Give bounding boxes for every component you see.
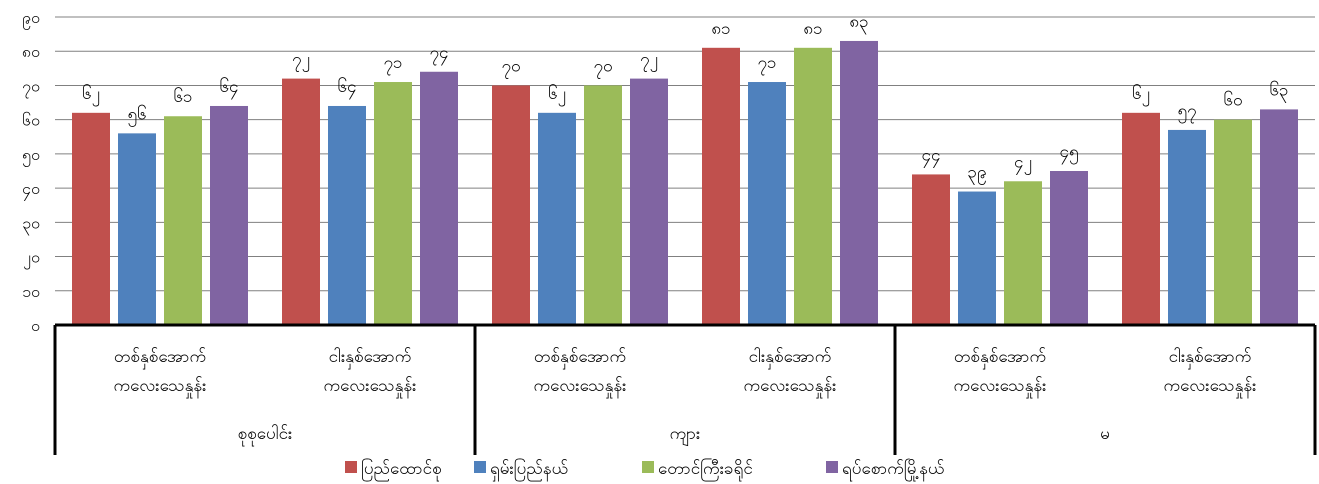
- category-label-line2: ကလေးသေနှုန်း: [743, 376, 836, 399]
- bar: [1050, 171, 1088, 325]
- y-axis: ၀ ၁၀ ၂၀ ၃၀ ၄၀ ၅၀ ၆၀ ၇၀ ၈၀ ၉၀: [22, 8, 40, 335]
- bar: [1168, 129, 1206, 325]
- y-tick-label: ၀: [31, 316, 40, 335]
- bar: [794, 47, 832, 326]
- bar: [328, 105, 366, 325]
- category-label-line1: ငါးနှစ်အောက်: [329, 346, 412, 370]
- data-label: ၅၇: [1177, 101, 1196, 124]
- y-tick-label: ၂၀: [23, 248, 40, 270]
- legend-label: တောင်ကြီးခရိုင်: [658, 457, 753, 482]
- category-label-line1: တစ်နှစ်အောက်: [534, 347, 626, 370]
- category-label-line1: တစ်နှစ်အောက်: [954, 347, 1046, 370]
- legend: ပြည်ထောင်စု ရှမ်းပြည်နယ် တောင်ကြီးခရိုင် ရပ…: [345, 457, 944, 482]
- category-label-line1: ငါးနှစ်အောက်: [749, 346, 832, 370]
- gridlines: [55, 16, 1315, 292]
- bar: [702, 47, 740, 326]
- bar: [282, 78, 320, 325]
- data-label: ၈၁: [711, 19, 730, 39]
- data-label: ၈၁: [803, 19, 822, 39]
- bar: [374, 82, 412, 326]
- bar: [584, 85, 622, 325]
- category-label-line1: တစ်နှစ်အောက်: [114, 347, 206, 370]
- data-label: ၇၁: [383, 53, 402, 76]
- bar: [210, 105, 248, 325]
- legend-swatch: [474, 461, 486, 473]
- group-label: စုစုပေါင်း: [238, 423, 293, 447]
- category-label-line1: ငါးနှစ်အောက်: [1169, 346, 1252, 370]
- data-label: ၇၀: [501, 56, 520, 79]
- legend-swatch: [345, 461, 357, 473]
- bar: [492, 85, 530, 325]
- bar: [164, 116, 202, 325]
- y-tick-label: ၈၀: [22, 42, 40, 61]
- data-label: ၆၂: [1132, 83, 1150, 107]
- x-axis: တစ်နှစ်အောက်ကလေးသေနှုန်း ငါးနှစ်အောက်ကလေး…: [53, 323, 1317, 455]
- category-label-line2: ကလေးသေနှုန်း: [323, 376, 416, 399]
- data-label: ၇၁: [757, 53, 776, 76]
- data-label: ၄၄: [921, 145, 940, 168]
- bar: [630, 78, 668, 325]
- category-label-line2: ကလေးသေနှုန်း: [533, 376, 626, 399]
- data-label: ၆၁: [173, 86, 192, 107]
- bar: [1122, 112, 1160, 325]
- data-label: ၄၅: [1059, 142, 1078, 165]
- group-label: ကျား: [670, 424, 701, 447]
- data-label: ၆၄: [337, 76, 356, 100]
- bar: [958, 191, 996, 325]
- category-label-line2: ကလေးသေနှုန်း: [113, 376, 206, 399]
- legend-label: ပြည်ထောင်စု: [361, 457, 442, 482]
- y-tick-label: ၁၀: [22, 282, 40, 301]
- y-tick-label: ၉၀: [22, 8, 40, 30]
- y-tick-label: ၇၀: [22, 76, 40, 98]
- group-label: မ: [1100, 424, 1110, 444]
- legend-swatch: [642, 461, 654, 473]
- data-label: ၆၃: [1269, 79, 1288, 103]
- data-label: ၆၂: [82, 83, 100, 107]
- data-label: ၆၀: [1223, 90, 1242, 111]
- bars: [72, 40, 1298, 326]
- data-label: ၇၀: [593, 56, 612, 79]
- data-label: ၆၄: [219, 76, 238, 100]
- bar: [538, 112, 576, 325]
- bar: [72, 112, 110, 325]
- category-label-line2: ကလေးသေနှုန်း: [1163, 376, 1256, 399]
- legend-swatch: [826, 461, 838, 473]
- y-tick-label: ၆၀: [22, 111, 40, 130]
- bar: [1214, 119, 1252, 326]
- data-label: ၆၂: [548, 83, 566, 107]
- y-tick-label: ၄၀: [22, 179, 40, 201]
- bar: [1260, 109, 1298, 326]
- data-label: ၈၃: [849, 12, 868, 35]
- data-label: ၇၂: [292, 50, 310, 73]
- bar: [118, 133, 156, 325]
- data-label: ၅၆: [127, 103, 146, 127]
- y-tick-label: ၃၀: [22, 213, 40, 235]
- bar: [912, 174, 950, 325]
- data-label: ၃၉: [967, 163, 986, 186]
- category-label-line2: ကလေးသေနှုန်း: [953, 376, 1046, 399]
- legend-label: ရှမ်းပြည်နယ်: [490, 457, 568, 482]
- bar: [840, 40, 878, 325]
- y-tick-label: ၅၀: [22, 145, 40, 167]
- bar: [1004, 181, 1042, 325]
- data-label: ၇၂: [640, 50, 658, 73]
- data-label: ၄၂: [1014, 152, 1032, 175]
- legend-label: ရပ်စောက်မြို့နယ်: [842, 457, 944, 482]
- data-label: ၇၄: [429, 43, 448, 66]
- bar: [420, 71, 458, 325]
- bar: [748, 82, 786, 326]
